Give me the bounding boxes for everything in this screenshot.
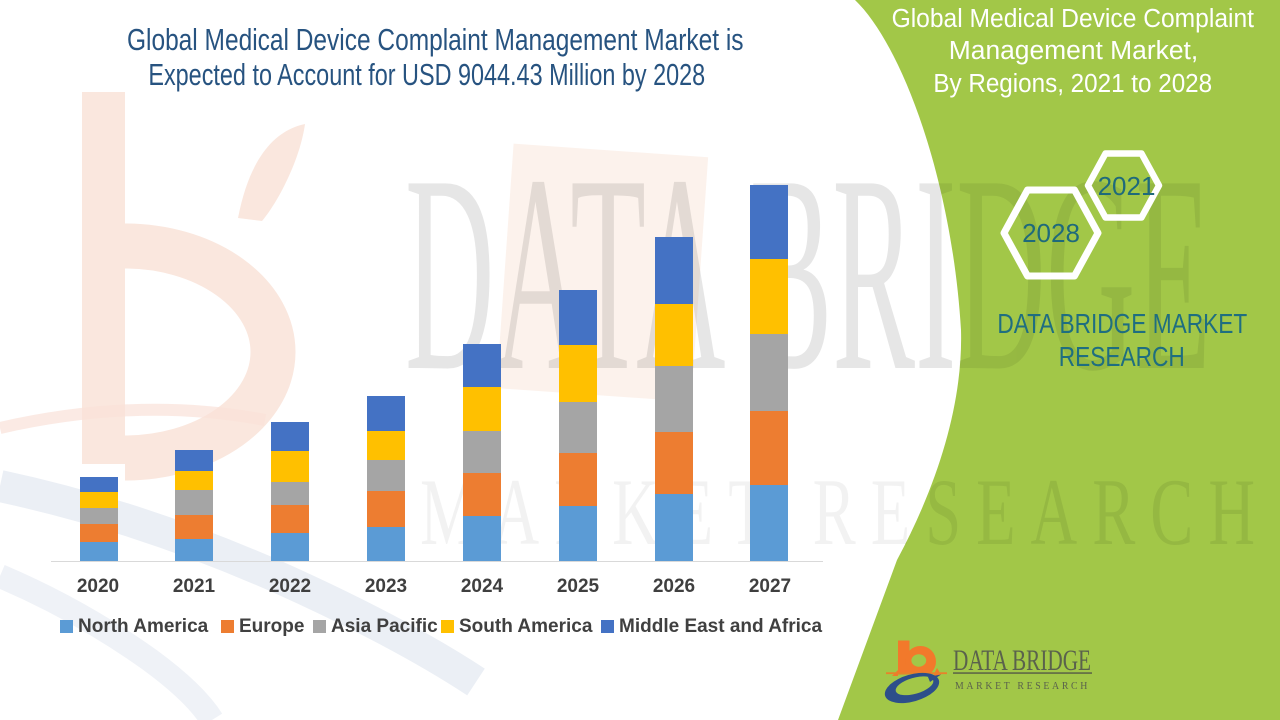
svg-text:MARKET RESEARCH: MARKET RESEARCH [955,680,1090,692]
svg-text:DATA BRIDGE: DATA BRIDGE [953,644,1091,677]
